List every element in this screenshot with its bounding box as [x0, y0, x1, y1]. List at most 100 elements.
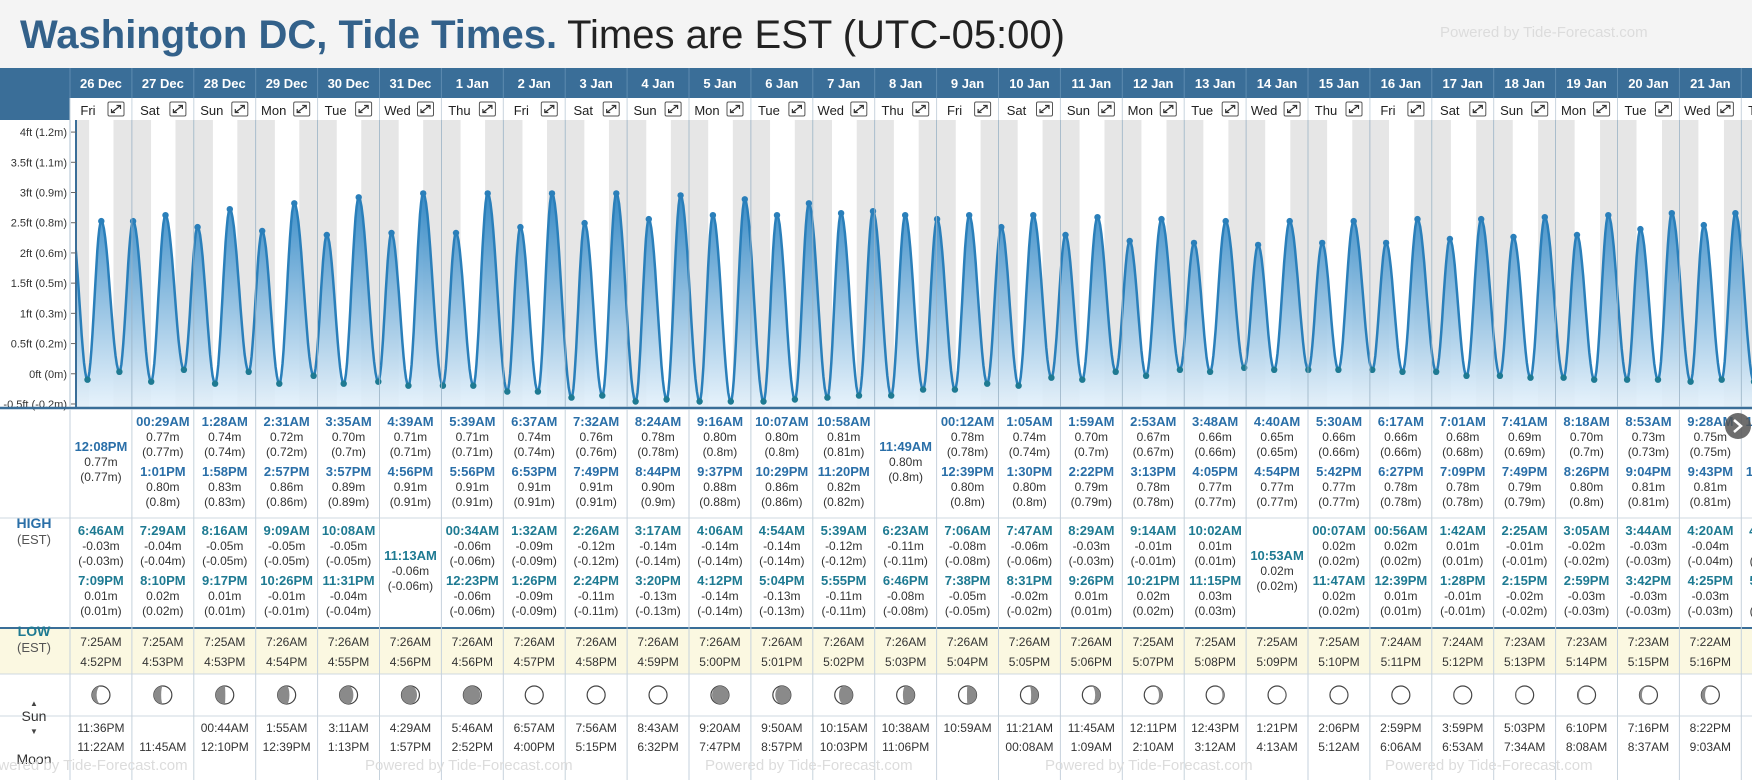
- expand-icon[interactable]: [912, 101, 930, 117]
- low-tide-time: 2:15PM: [1502, 573, 1548, 588]
- expand-icon[interactable]: [1221, 101, 1239, 117]
- expand-icon[interactable]: [788, 101, 806, 117]
- expand-arrow-icon[interactable]: [1410, 104, 1421, 114]
- expand-icon[interactable]: [1097, 101, 1115, 117]
- expand-icon[interactable]: [1036, 101, 1053, 117]
- expand-icon[interactable]: [1159, 101, 1177, 117]
- expand-icon[interactable]: [169, 101, 187, 117]
- sunset-time: 5:14PM: [1566, 655, 1607, 669]
- moonset-time: 7:56AM: [575, 721, 616, 735]
- expand-icon[interactable]: [602, 101, 620, 117]
- chevron-right-icon[interactable]: [1733, 419, 1743, 433]
- expand-arrow-icon[interactable]: [172, 104, 183, 114]
- high-tide-time: 5:42PM: [1316, 464, 1362, 479]
- high-tide-point: [291, 200, 298, 207]
- low-tide-height-alt: (-0.12m): [821, 554, 866, 568]
- high-tide-height-alt: (0.78m): [947, 445, 988, 459]
- low-tide-height-alt: (-0.12m): [573, 554, 618, 568]
- low-tide-height-alt: (-0.02m): [1007, 604, 1052, 618]
- expand-icon[interactable]: [850, 101, 868, 117]
- moon-phase-icon: [524, 685, 544, 705]
- low-tide-point: [405, 382, 412, 389]
- scroll-handle-circle[interactable]: [1725, 413, 1751, 439]
- high-tide-time: 9:37PM: [697, 464, 743, 479]
- low-tide-height-alt: (-0.05m): [326, 554, 371, 568]
- expand-icon[interactable]: [1283, 101, 1301, 117]
- date-label: 17 Jan: [1443, 76, 1484, 91]
- expand-icon[interactable]: [726, 101, 744, 117]
- expand-arrow-icon[interactable]: [606, 104, 617, 114]
- sunrise-time: 7:23AM: [1566, 635, 1607, 649]
- moonrise-time: 7:34AM: [1504, 740, 1545, 754]
- date-label: 1 Jan: [456, 76, 489, 91]
- expand-arrow-icon[interactable]: [977, 104, 988, 114]
- low-tide-point: [1112, 368, 1119, 375]
- expand-arrow-icon[interactable]: [1101, 104, 1112, 114]
- expand-arrow-icon[interactable]: [544, 104, 555, 114]
- expand-arrow-icon[interactable]: [420, 104, 431, 114]
- expand-icon[interactable]: [478, 101, 496, 117]
- expand-arrow-icon[interactable]: [1534, 104, 1545, 114]
- high-tide-point: [1700, 221, 1708, 229]
- expand-icon[interactable]: [107, 101, 125, 117]
- expand-icon[interactable]: [974, 101, 992, 117]
- day-column: 17 JanSat7:01AM0.68m(0.68m)7:09PM0.78m(0…: [1431, 68, 1487, 780]
- expand-arrow-icon[interactable]: [1596, 104, 1607, 114]
- scroll-right-handle[interactable]: [1725, 413, 1751, 439]
- expand-icon[interactable]: [1531, 101, 1549, 117]
- sunrise-time: 7:25AM: [1318, 635, 1359, 649]
- expand-arrow-icon[interactable]: [1720, 104, 1731, 114]
- moonset-time: 00:44AM: [201, 721, 249, 735]
- expand-icon[interactable]: [293, 101, 311, 117]
- expand-arrow-icon[interactable]: [110, 104, 122, 114]
- y-tick-label: 3.5ft (1.1m): [11, 157, 67, 169]
- expand-icon[interactable]: [417, 101, 434, 117]
- high-tide-point: [1637, 225, 1644, 233]
- expand-arrow-icon[interactable]: [791, 104, 802, 114]
- low-tide-height-alt: (-0.05m): [945, 604, 990, 618]
- expand-icon[interactable]: [1469, 101, 1487, 117]
- high-tide-height-alt: (0.91m): [390, 495, 431, 509]
- expand-arrow-icon[interactable]: [1039, 104, 1050, 114]
- expand-arrow-icon[interactable]: [853, 104, 864, 114]
- expand-icon[interactable]: [1716, 101, 1734, 117]
- expand-arrow-icon[interactable]: [358, 104, 369, 114]
- expand-icon[interactable]: [231, 101, 249, 117]
- expand-arrow-icon[interactable]: [482, 104, 493, 114]
- expand-arrow-icon[interactable]: [1163, 104, 1174, 114]
- expand-icon[interactable]: [1407, 101, 1425, 117]
- low-tide-height-alt: (0.02m): [1318, 604, 1359, 618]
- expand-arrow-icon[interactable]: [1348, 104, 1360, 114]
- date-label: 29 Dec: [266, 76, 308, 91]
- high-tide-height: 0.66m: [1322, 430, 1355, 444]
- expand-arrow-icon[interactable]: [1225, 104, 1236, 114]
- expand-arrow-icon[interactable]: [1658, 104, 1669, 114]
- low-tide-point: [439, 382, 447, 389]
- low-tide-height: -0.03m: [1568, 589, 1605, 603]
- expand-arrow-icon[interactable]: [729, 104, 741, 114]
- date-label: 28 Dec: [204, 76, 246, 91]
- date-label: 9 Jan: [951, 76, 984, 91]
- high-tide-height: 0.79m: [1075, 480, 1108, 494]
- expand-arrow-icon[interactable]: [234, 104, 245, 114]
- expand-icon[interactable]: [540, 101, 558, 117]
- high-tide-point: [259, 227, 266, 235]
- expand-icon[interactable]: [1345, 101, 1363, 117]
- expand-arrow-icon[interactable]: [668, 104, 679, 114]
- expand-icon[interactable]: [355, 101, 373, 117]
- high-tide-time: 4:05PM: [1192, 464, 1238, 479]
- moon-phase-icon: [1453, 685, 1473, 705]
- expand-icon[interactable]: [1593, 101, 1611, 117]
- high-tide-point: [998, 223, 1005, 231]
- expand-arrow-icon[interactable]: [1472, 104, 1483, 114]
- moon-shadow-icon: [1029, 686, 1039, 704]
- expand-arrow-icon[interactable]: [1287, 104, 1298, 114]
- high-tide-point: [1254, 241, 1262, 249]
- high-tide-point: [420, 190, 427, 197]
- low-tide-time: 9:17PM: [202, 573, 248, 588]
- expand-icon[interactable]: [1655, 101, 1672, 117]
- expand-arrow-icon[interactable]: [296, 104, 307, 114]
- expand-arrow-icon[interactable]: [915, 104, 926, 114]
- expand-icon[interactable]: [664, 101, 682, 117]
